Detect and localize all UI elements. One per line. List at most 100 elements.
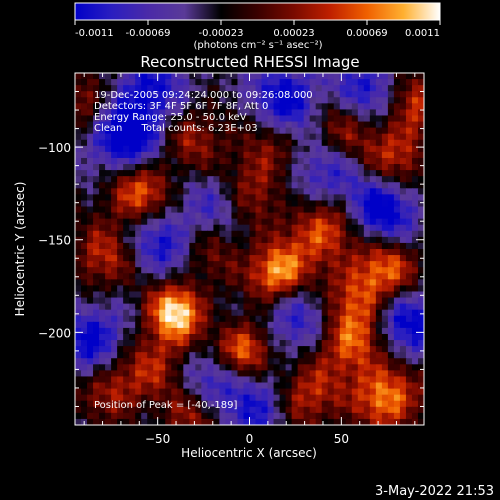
heatmap-cell	[405, 109, 413, 117]
heatmap-cell	[141, 291, 148, 299]
heatmap-cell	[327, 139, 335, 147]
heatmap-cell	[303, 91, 311, 98]
heatmap-cell	[243, 164, 251, 171]
heatmap-cell	[417, 285, 424, 293]
heatmap-cell	[171, 176, 178, 183]
heatmap-cell	[399, 321, 407, 329]
heatmap-cell	[231, 279, 239, 287]
heatmap-cell	[249, 97, 257, 104]
heatmap-cell	[291, 261, 299, 268]
heatmap-cell	[273, 164, 281, 171]
heatmap-cell	[291, 382, 299, 390]
heatmap-cell	[363, 267, 371, 274]
heatmap-cell	[207, 327, 214, 335]
heatmap-cell	[153, 230, 160, 238]
heatmap-cell	[369, 91, 377, 98]
heatmap-cell	[267, 297, 275, 305]
heatmap-cell	[417, 370, 424, 378]
heatmap-cell	[117, 406, 124, 414]
heatmap-cell	[249, 321, 257, 329]
heatmap-cell	[339, 121, 347, 129]
heatmap-cell	[165, 79, 172, 86]
heatmap-cell	[303, 303, 311, 311]
heatmap-cell	[87, 176, 94, 183]
heatmap-cell	[75, 315, 82, 323]
heatmap-cell	[81, 273, 88, 280]
heatmap-cell	[291, 139, 299, 147]
heatmap-cell	[249, 358, 257, 365]
heatmap-cell	[315, 145, 323, 153]
heatmap-cell	[297, 97, 305, 104]
heatmap-cell	[201, 333, 208, 341]
heatmap-cell	[369, 382, 377, 390]
heatmap-cell	[75, 206, 82, 214]
heatmap-cell	[315, 333, 323, 341]
heatmap-cell	[381, 218, 389, 226]
heatmap-cell	[405, 315, 413, 323]
heatmap-cell	[81, 297, 88, 305]
heatmap-cell	[399, 285, 407, 293]
heatmap-cell	[351, 291, 359, 299]
heatmap-cell	[303, 224, 311, 232]
heatmap-cell	[93, 103, 100, 111]
heatmap-cell	[183, 236, 190, 244]
heatmap-cell	[267, 370, 275, 378]
heatmap-cell	[135, 109, 142, 117]
heatmap-cell	[93, 418, 100, 425]
heatmap-cell	[309, 164, 317, 171]
heatmap-cell	[225, 346, 233, 353]
heatmap-cell	[321, 327, 329, 335]
heatmap-cell	[93, 394, 100, 402]
heatmap-cell	[291, 255, 299, 262]
heatmap-cell	[321, 352, 329, 359]
heatmap-cell	[369, 218, 377, 226]
heatmap-cell	[249, 400, 257, 408]
heatmap-cell	[387, 242, 395, 250]
heatmap-cell	[81, 315, 88, 323]
heatmap-cell	[237, 200, 245, 208]
heatmap-cell	[75, 249, 82, 256]
heatmap-cell	[363, 309, 371, 317]
heatmap-cell	[321, 103, 329, 111]
heatmap-cell	[327, 242, 335, 250]
heatmap-cell	[309, 73, 317, 80]
heatmap-cell	[183, 370, 190, 378]
heatmap-cell	[285, 406, 293, 414]
heatmap-cell	[303, 352, 311, 359]
heatmap-cell	[135, 321, 142, 329]
heatmap-cell	[147, 151, 154, 159]
heatmap-cell	[255, 230, 263, 238]
heatmap-cell	[81, 218, 88, 226]
heatmap-cell	[393, 327, 401, 335]
heatmap-cell	[171, 242, 178, 250]
heatmap-cell	[261, 388, 269, 396]
heatmap-cell	[99, 261, 106, 268]
heatmap-cell	[99, 400, 106, 408]
heatmap-cell	[87, 224, 94, 232]
heatmap-cell	[135, 249, 142, 256]
heatmap-cell	[213, 412, 221, 420]
heatmap-cell	[345, 188, 353, 195]
heatmap-cell	[297, 297, 305, 305]
heatmap-cell	[225, 352, 233, 359]
heatmap-cell	[129, 394, 136, 402]
heatmap-cell	[261, 291, 269, 299]
heatmap-cell	[135, 400, 142, 408]
heatmap-cell	[75, 364, 82, 371]
heatmap-cell	[411, 370, 419, 378]
heatmap-cell	[117, 188, 124, 195]
heatmap-cell	[297, 103, 305, 111]
heatmap-cell	[333, 176, 341, 183]
heatmap-cell	[225, 115, 233, 123]
heatmap-cell	[231, 97, 239, 104]
heatmap-cell	[369, 370, 377, 378]
heatmap-cell	[339, 406, 347, 414]
heatmap-cell	[333, 340, 341, 347]
heatmap-cell	[117, 133, 124, 141]
heatmap-cell	[315, 79, 323, 86]
heatmap-cell	[201, 194, 208, 202]
heatmap-cell	[279, 194, 287, 202]
heatmap-cell	[399, 388, 407, 396]
heatmap-cell	[195, 145, 202, 153]
heatmap-cell	[195, 261, 202, 268]
